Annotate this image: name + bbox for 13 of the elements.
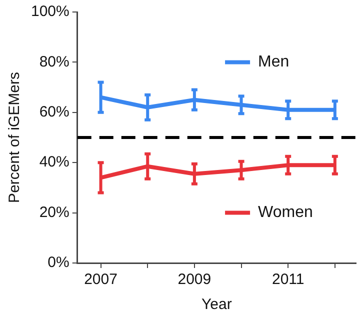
x-tick-label: 2007: [84, 271, 118, 288]
legend-label: Men: [258, 54, 290, 71]
y-tick-label: 20%: [39, 204, 70, 221]
y-axis-title: Percent of iGEMers: [6, 72, 24, 203]
y-tick-label: 100%: [30, 3, 70, 20]
legend-label: Women: [258, 204, 313, 222]
y-tick-label: 80%: [39, 53, 70, 70]
x-axis-title: Year: [202, 296, 232, 314]
x-tick-label: 2011: [272, 271, 304, 288]
y-tick-label: 60%: [39, 104, 70, 121]
x-tick-label: 2009: [178, 271, 212, 288]
y-tick-label: 0%: [48, 254, 70, 272]
y-tick-label: 40%: [39, 154, 70, 171]
